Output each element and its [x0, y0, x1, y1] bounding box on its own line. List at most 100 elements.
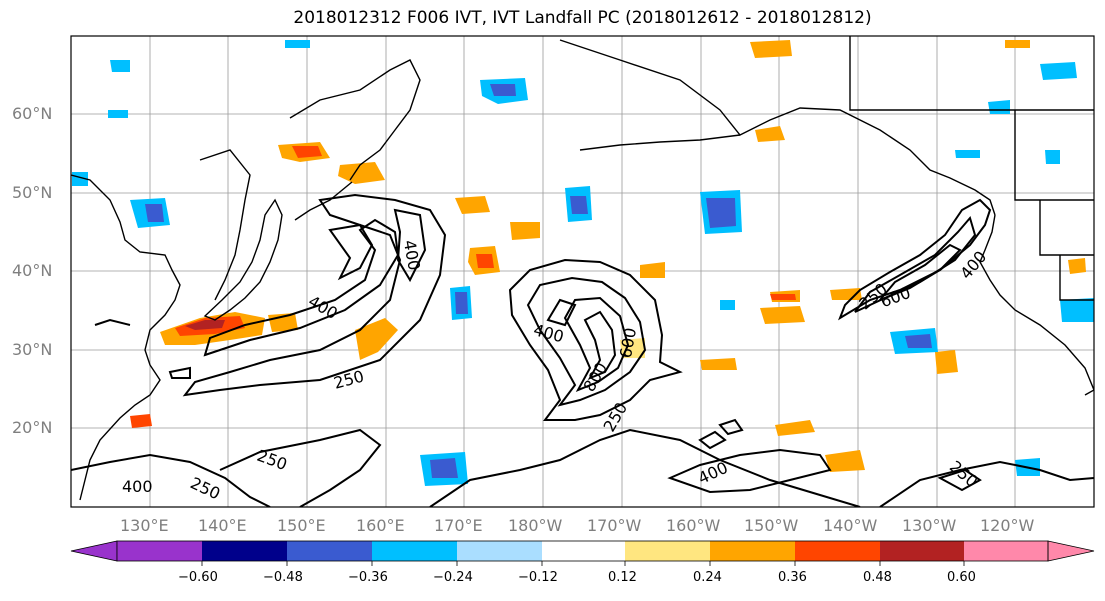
shade-positive: [476, 254, 494, 268]
colorbar-segment: [542, 541, 625, 561]
colorbar-segment: [372, 541, 457, 561]
colorbar-segment: [117, 541, 202, 561]
colorbar-segment: [880, 541, 964, 561]
lon-label: 130°W: [902, 516, 957, 535]
colorbar-tick-label: −0.48: [263, 570, 303, 585]
contour-600-3: [879, 243, 962, 301]
contour-label: 400: [122, 477, 153, 496]
lon-label: 170°E: [434, 516, 483, 535]
shade-positive: [510, 222, 540, 240]
contour-600-2: [563, 296, 630, 392]
colorbar-segment: [625, 541, 710, 561]
lon-label: 170°W: [587, 516, 642, 535]
colorbar-tick-label: −0.12: [518, 570, 558, 585]
contour-400-6: [937, 468, 982, 492]
map-title: 2018012312 F006 IVT, IVT Landfall PC (20…: [293, 8, 872, 28]
coast-aleutians: [579, 134, 741, 151]
lat-label: 60°N: [12, 104, 53, 123]
shade-negative: [145, 204, 164, 222]
colorbar-tick-label: 0.24: [693, 570, 722, 585]
shade-negative: [108, 110, 128, 118]
contour-400-5: [667, 448, 832, 494]
colorbar-extend-high: [1047, 540, 1095, 562]
shade-negative: [490, 84, 516, 96]
colorbar-extend-low: [70, 540, 118, 562]
shade-negative: [110, 60, 130, 72]
shade-negative: [430, 458, 458, 478]
contour-600: [328, 223, 374, 281]
contour-small: [698, 430, 727, 450]
shade-negative: [1045, 150, 1060, 164]
colorbar-tick-label: 0.36: [778, 570, 807, 585]
border-states: [1014, 110, 1094, 201]
shade-negative: [1040, 62, 1077, 80]
shade-positive: [750, 40, 792, 58]
shade-positive: [355, 318, 398, 360]
ivt-contours: [71, 193, 1094, 507]
colorbar-segment: [964, 541, 1048, 561]
colorbar-tick-label: −0.24: [433, 570, 473, 585]
colorbar-segment: [795, 541, 880, 561]
shade-positive: [338, 162, 385, 184]
border-canada-us: [849, 36, 1094, 111]
colorbar-segment: [202, 541, 287, 561]
shade-positive: [185, 320, 225, 330]
contour-250-3: [508, 258, 683, 421]
shade-positive: [825, 450, 865, 472]
coast-asia-north: [199, 149, 251, 301]
border-states-3: [1059, 255, 1094, 301]
lon-label: 150°E: [277, 516, 326, 535]
shade-positive: [760, 306, 805, 324]
colorbar-tick-label: −0.36: [348, 570, 388, 585]
coast-mexico: [1084, 389, 1094, 396]
coastlines: [71, 36, 1094, 501]
shade-negative: [285, 40, 310, 48]
shade-positive: [935, 350, 958, 374]
shade-positive: [755, 126, 785, 142]
shade-negative: [720, 300, 735, 310]
shade-negative: [905, 334, 932, 348]
contour-250-6: [429, 428, 861, 507]
lat-label: 40°N: [12, 261, 53, 280]
contour-600b: [393, 208, 427, 283]
colorbar-segment: [287, 541, 372, 561]
contour-small3: [168, 366, 191, 379]
shade-positive: [130, 414, 152, 428]
border-states-2: [1039, 200, 1094, 256]
contour-400-3: [854, 215, 977, 313]
shade-positive: [1068, 258, 1086, 274]
contour-400: [203, 218, 400, 357]
shade-negative: [1060, 298, 1094, 322]
lon-label: 150°W: [744, 516, 799, 535]
shade-negative: [455, 292, 468, 314]
colorbar-segment: [710, 541, 795, 561]
lon-label: 120°W: [980, 516, 1035, 535]
contour-400-4: [71, 453, 271, 507]
shade-positive: [292, 146, 322, 158]
pc-shading: [72, 40, 1094, 486]
contour-800: [583, 310, 617, 380]
lon-label: 160°W: [666, 516, 721, 535]
shade-negative: [72, 172, 88, 186]
shade-positive: [770, 294, 796, 300]
map-plot-area: 400 400 250 400 600 800 250 250 600 400 …: [71, 36, 1094, 507]
contour-250-5: [219, 428, 382, 507]
contour-small2: [718, 418, 744, 436]
colorbar-frame: [116, 540, 1049, 562]
lat-label: 50°N: [12, 183, 53, 202]
coast-na-west: [979, 214, 1094, 391]
colorbar-tick-label: −0.60: [178, 570, 218, 585]
coast-kamchatka: [289, 59, 421, 181]
colorbar-tick-label: 0.60: [947, 570, 976, 585]
shade-positive: [455, 196, 490, 214]
lon-label: 130°E: [120, 516, 169, 535]
contour-inner: [546, 298, 577, 327]
coast-japan: [203, 198, 283, 321]
shade-positive: [1005, 40, 1030, 48]
lon-label: 140°E: [198, 516, 247, 535]
lon-label: 160°E: [356, 516, 405, 535]
shade-positive: [620, 338, 645, 358]
shade-negative: [955, 150, 980, 158]
contour-250-4: [838, 198, 992, 321]
